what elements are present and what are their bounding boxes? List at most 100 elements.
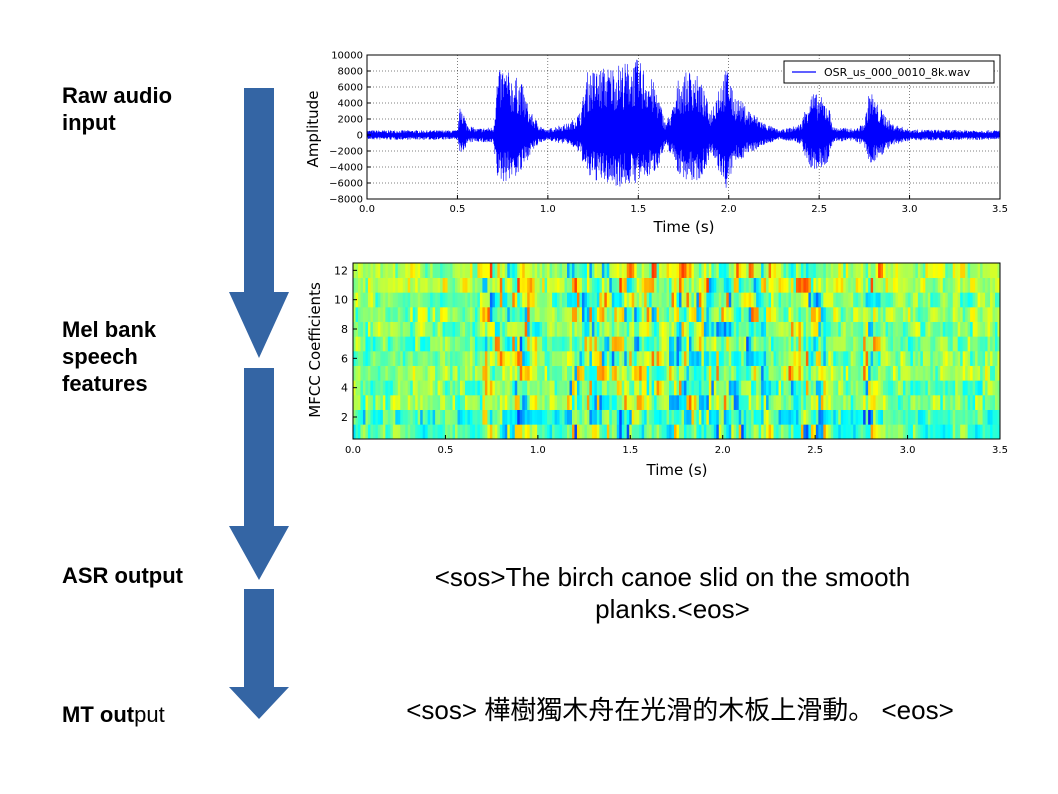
mfcc-cell bbox=[873, 336, 876, 352]
mfcc-cell bbox=[930, 395, 934, 410]
mfcc-xtick-label: 2.5 bbox=[807, 445, 823, 456]
mfcc-cell bbox=[803, 321, 807, 337]
mfcc-cell bbox=[888, 277, 891, 293]
mfcc-cell bbox=[980, 409, 983, 425]
mfcc-cell bbox=[392, 351, 396, 366]
mfcc-cell bbox=[460, 263, 463, 278]
mfcc-cell bbox=[452, 263, 456, 278]
mfcc-cell bbox=[925, 380, 929, 396]
mfcc-cell bbox=[392, 409, 396, 425]
mfcc-cell bbox=[631, 292, 635, 308]
mfcc-cell bbox=[773, 395, 777, 410]
mfcc-cell bbox=[479, 292, 483, 308]
mfcc-cell bbox=[586, 336, 590, 352]
mfcc-cell bbox=[798, 336, 802, 352]
mfcc-cell bbox=[542, 424, 546, 440]
mfcc-cell bbox=[420, 424, 424, 440]
mfcc-cell bbox=[584, 336, 588, 352]
mfcc-cell bbox=[800, 307, 804, 322]
mfcc-cell bbox=[838, 263, 842, 278]
mfcc-cell bbox=[484, 424, 488, 440]
mfcc-cell bbox=[614, 336, 618, 352]
mfcc-cell bbox=[614, 277, 618, 293]
mfcc-cell bbox=[532, 292, 536, 308]
mfcc-cell bbox=[601, 395, 605, 410]
mfcc-cell bbox=[464, 409, 468, 425]
mfcc-cell bbox=[654, 307, 657, 322]
mfcc-cell bbox=[813, 277, 817, 293]
mfcc-cell bbox=[524, 424, 528, 440]
mfcc-cell bbox=[808, 277, 812, 293]
mfcc-cell bbox=[726, 336, 730, 352]
mfcc-cell bbox=[940, 307, 944, 322]
mfcc-cell bbox=[907, 365, 911, 381]
mfcc-cell bbox=[701, 395, 705, 410]
mfcc-cell bbox=[942, 409, 946, 425]
mfcc-cell bbox=[474, 380, 478, 396]
mfcc-cell bbox=[656, 365, 660, 381]
mfcc-cell bbox=[644, 292, 648, 308]
mfcc-cell bbox=[748, 292, 752, 308]
mt-label-normal: put bbox=[134, 702, 165, 727]
mfcc-cell bbox=[688, 336, 692, 352]
mfcc-cell bbox=[559, 321, 563, 337]
mfcc-cell bbox=[838, 321, 842, 337]
mfcc-cell bbox=[860, 336, 864, 352]
mfcc-cell bbox=[947, 263, 951, 278]
mfcc-cell bbox=[591, 351, 595, 366]
mfcc-cell bbox=[435, 409, 439, 425]
mfcc-cell bbox=[651, 351, 655, 366]
mfcc-cell bbox=[925, 321, 929, 337]
mfcc-cell bbox=[937, 336, 941, 352]
mfcc-cell bbox=[708, 321, 712, 337]
mfcc-cell bbox=[385, 321, 389, 337]
mfcc-cell bbox=[995, 307, 998, 322]
mfcc-cell bbox=[763, 351, 767, 366]
mfcc-cell bbox=[925, 336, 929, 352]
mfcc-cell bbox=[425, 351, 429, 366]
mfcc-cell bbox=[581, 321, 585, 337]
mfcc-cell bbox=[997, 351, 1001, 366]
mfcc-cell bbox=[452, 277, 456, 293]
mfcc-cell bbox=[619, 336, 623, 352]
mfcc-cell bbox=[586, 409, 590, 425]
mfcc-cell bbox=[997, 277, 1001, 293]
mfcc-cell bbox=[997, 380, 1001, 396]
mfcc-cell bbox=[858, 409, 862, 425]
mfcc-cell bbox=[589, 424, 593, 440]
mfcc-cell bbox=[880, 395, 884, 410]
mfcc-cell bbox=[888, 336, 891, 352]
mfcc-cell bbox=[885, 307, 889, 322]
mfcc-cell bbox=[845, 409, 849, 425]
mfcc-cell bbox=[977, 307, 981, 322]
mfcc-cell bbox=[678, 263, 682, 278]
mfcc-cell bbox=[716, 292, 720, 308]
mfcc-cell bbox=[746, 263, 750, 278]
mfcc-cell bbox=[855, 277, 859, 293]
mfcc-cell bbox=[594, 409, 598, 425]
mfcc-cell bbox=[848, 292, 852, 308]
mfcc-cell bbox=[726, 321, 730, 337]
waveform-xlabel: Time (s) bbox=[653, 218, 715, 236]
mfcc-cell bbox=[539, 365, 543, 381]
mfcc-cell bbox=[412, 277, 416, 293]
mfcc-cell bbox=[499, 321, 503, 337]
mfcc-cell bbox=[549, 277, 553, 293]
mfcc-cell bbox=[382, 277, 386, 293]
mfcc-cell bbox=[997, 409, 1001, 425]
mfcc-cell bbox=[785, 424, 789, 440]
mfcc-cell bbox=[902, 395, 906, 410]
mfcc-cell bbox=[432, 292, 436, 308]
mfcc-cell bbox=[860, 365, 864, 381]
mfcc-cell bbox=[890, 277, 894, 293]
mfcc-cell bbox=[788, 321, 792, 337]
mfcc-cell bbox=[890, 424, 894, 440]
mfcc-cell bbox=[863, 380, 867, 396]
mfcc-cell bbox=[457, 395, 461, 410]
mfcc-cell bbox=[427, 380, 431, 396]
mfcc-cell bbox=[445, 395, 448, 410]
mfcc-cell bbox=[539, 277, 543, 293]
mfcc-cell bbox=[863, 409, 867, 425]
mfcc-cell bbox=[492, 292, 496, 308]
mfcc-cell bbox=[681, 365, 685, 381]
